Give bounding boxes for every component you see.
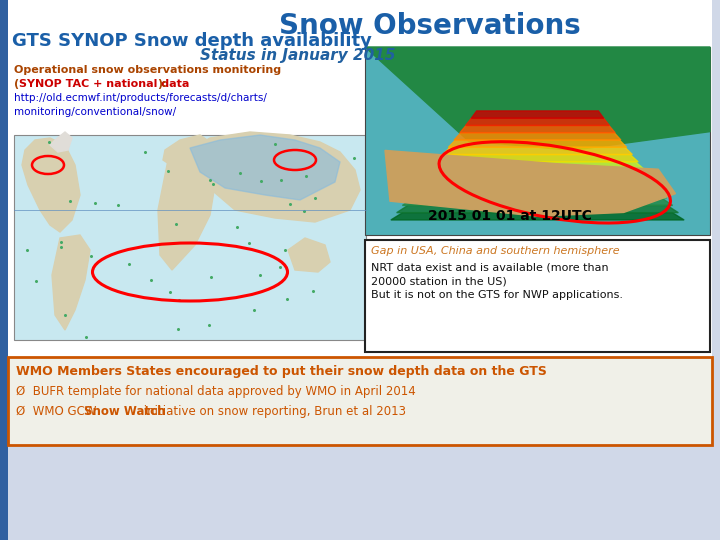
Polygon shape	[22, 138, 80, 232]
Text: Status in January 2015: Status in January 2015	[200, 48, 395, 63]
Bar	[8, 0, 712, 50]
Text: Ø  BUFR template for national data approved by WMO in April 2014: Ø BUFR template for national data approv…	[16, 385, 415, 398]
Text: But it is not on the GTS for NWP applications.: But it is not on the GTS for NWP applica…	[371, 290, 623, 300]
Text: GTS SYNOP Snow depth availability: GTS SYNOP Snow depth availability	[12, 32, 372, 50]
Polygon shape	[397, 205, 678, 213]
Text: Operational snow observations monitoring: Operational snow observations monitoring	[14, 65, 281, 75]
Polygon shape	[420, 177, 655, 184]
Polygon shape	[443, 147, 632, 154]
Polygon shape	[426, 169, 649, 177]
Polygon shape	[385, 151, 675, 216]
Polygon shape	[454, 133, 621, 140]
Polygon shape	[158, 155, 215, 270]
Polygon shape	[288, 238, 330, 272]
Text: Gap in USA, China and southern hemisphere: Gap in USA, China and southern hemispher…	[371, 246, 620, 256]
Text: Ø  WMO GCW: Ø WMO GCW	[16, 405, 100, 418]
Polygon shape	[460, 125, 615, 133]
Bar	[8, 27, 712, 445]
Bar	[0, 0, 8, 540]
Text: initiative on snow reporting, Brun et al 2013: initiative on snow reporting, Brun et al…	[140, 405, 406, 418]
Polygon shape	[50, 132, 72, 152]
Polygon shape	[437, 154, 638, 162]
Text: SYNOP TAC + national data: SYNOP TAC + national data	[19, 79, 189, 89]
Text: (: (	[14, 79, 19, 89]
Text: ):: ):	[157, 79, 166, 89]
Polygon shape	[431, 162, 644, 169]
Polygon shape	[414, 184, 661, 191]
Polygon shape	[365, 47, 710, 151]
Text: WMO Members States encouraged to put their snow depth data on the GTS: WMO Members States encouraged to put the…	[16, 365, 547, 378]
Text: Snow Observations: Snow Observations	[279, 12, 581, 40]
Polygon shape	[472, 111, 603, 118]
Polygon shape	[391, 213, 684, 220]
Bar	[365, 240, 710, 352]
Text: 2015 01 01 at 12UTC: 2015 01 01 at 12UTC	[428, 209, 592, 223]
Text: http://old.ecmwf.int/products/forecasts/d/charts/: http://old.ecmwf.int/products/forecasts/…	[14, 93, 267, 103]
Polygon shape	[52, 235, 90, 330]
Polygon shape	[449, 140, 626, 147]
Polygon shape	[163, 135, 210, 168]
Text: NRT data exist and is available (more than: NRT data exist and is available (more th…	[371, 262, 608, 272]
Bar	[365, 47, 710, 235]
Polygon shape	[402, 198, 672, 205]
Polygon shape	[185, 132, 360, 222]
Polygon shape	[466, 118, 609, 125]
Polygon shape	[190, 135, 340, 200]
Text: 20000 station in the US): 20000 station in the US)	[371, 276, 507, 286]
Bar	[14, 135, 366, 340]
Bar	[8, 357, 712, 445]
Polygon shape	[408, 191, 667, 198]
Text: monitoring/conventional/snow/: monitoring/conventional/snow/	[14, 107, 176, 117]
Text: Snow Watch: Snow Watch	[84, 405, 166, 418]
